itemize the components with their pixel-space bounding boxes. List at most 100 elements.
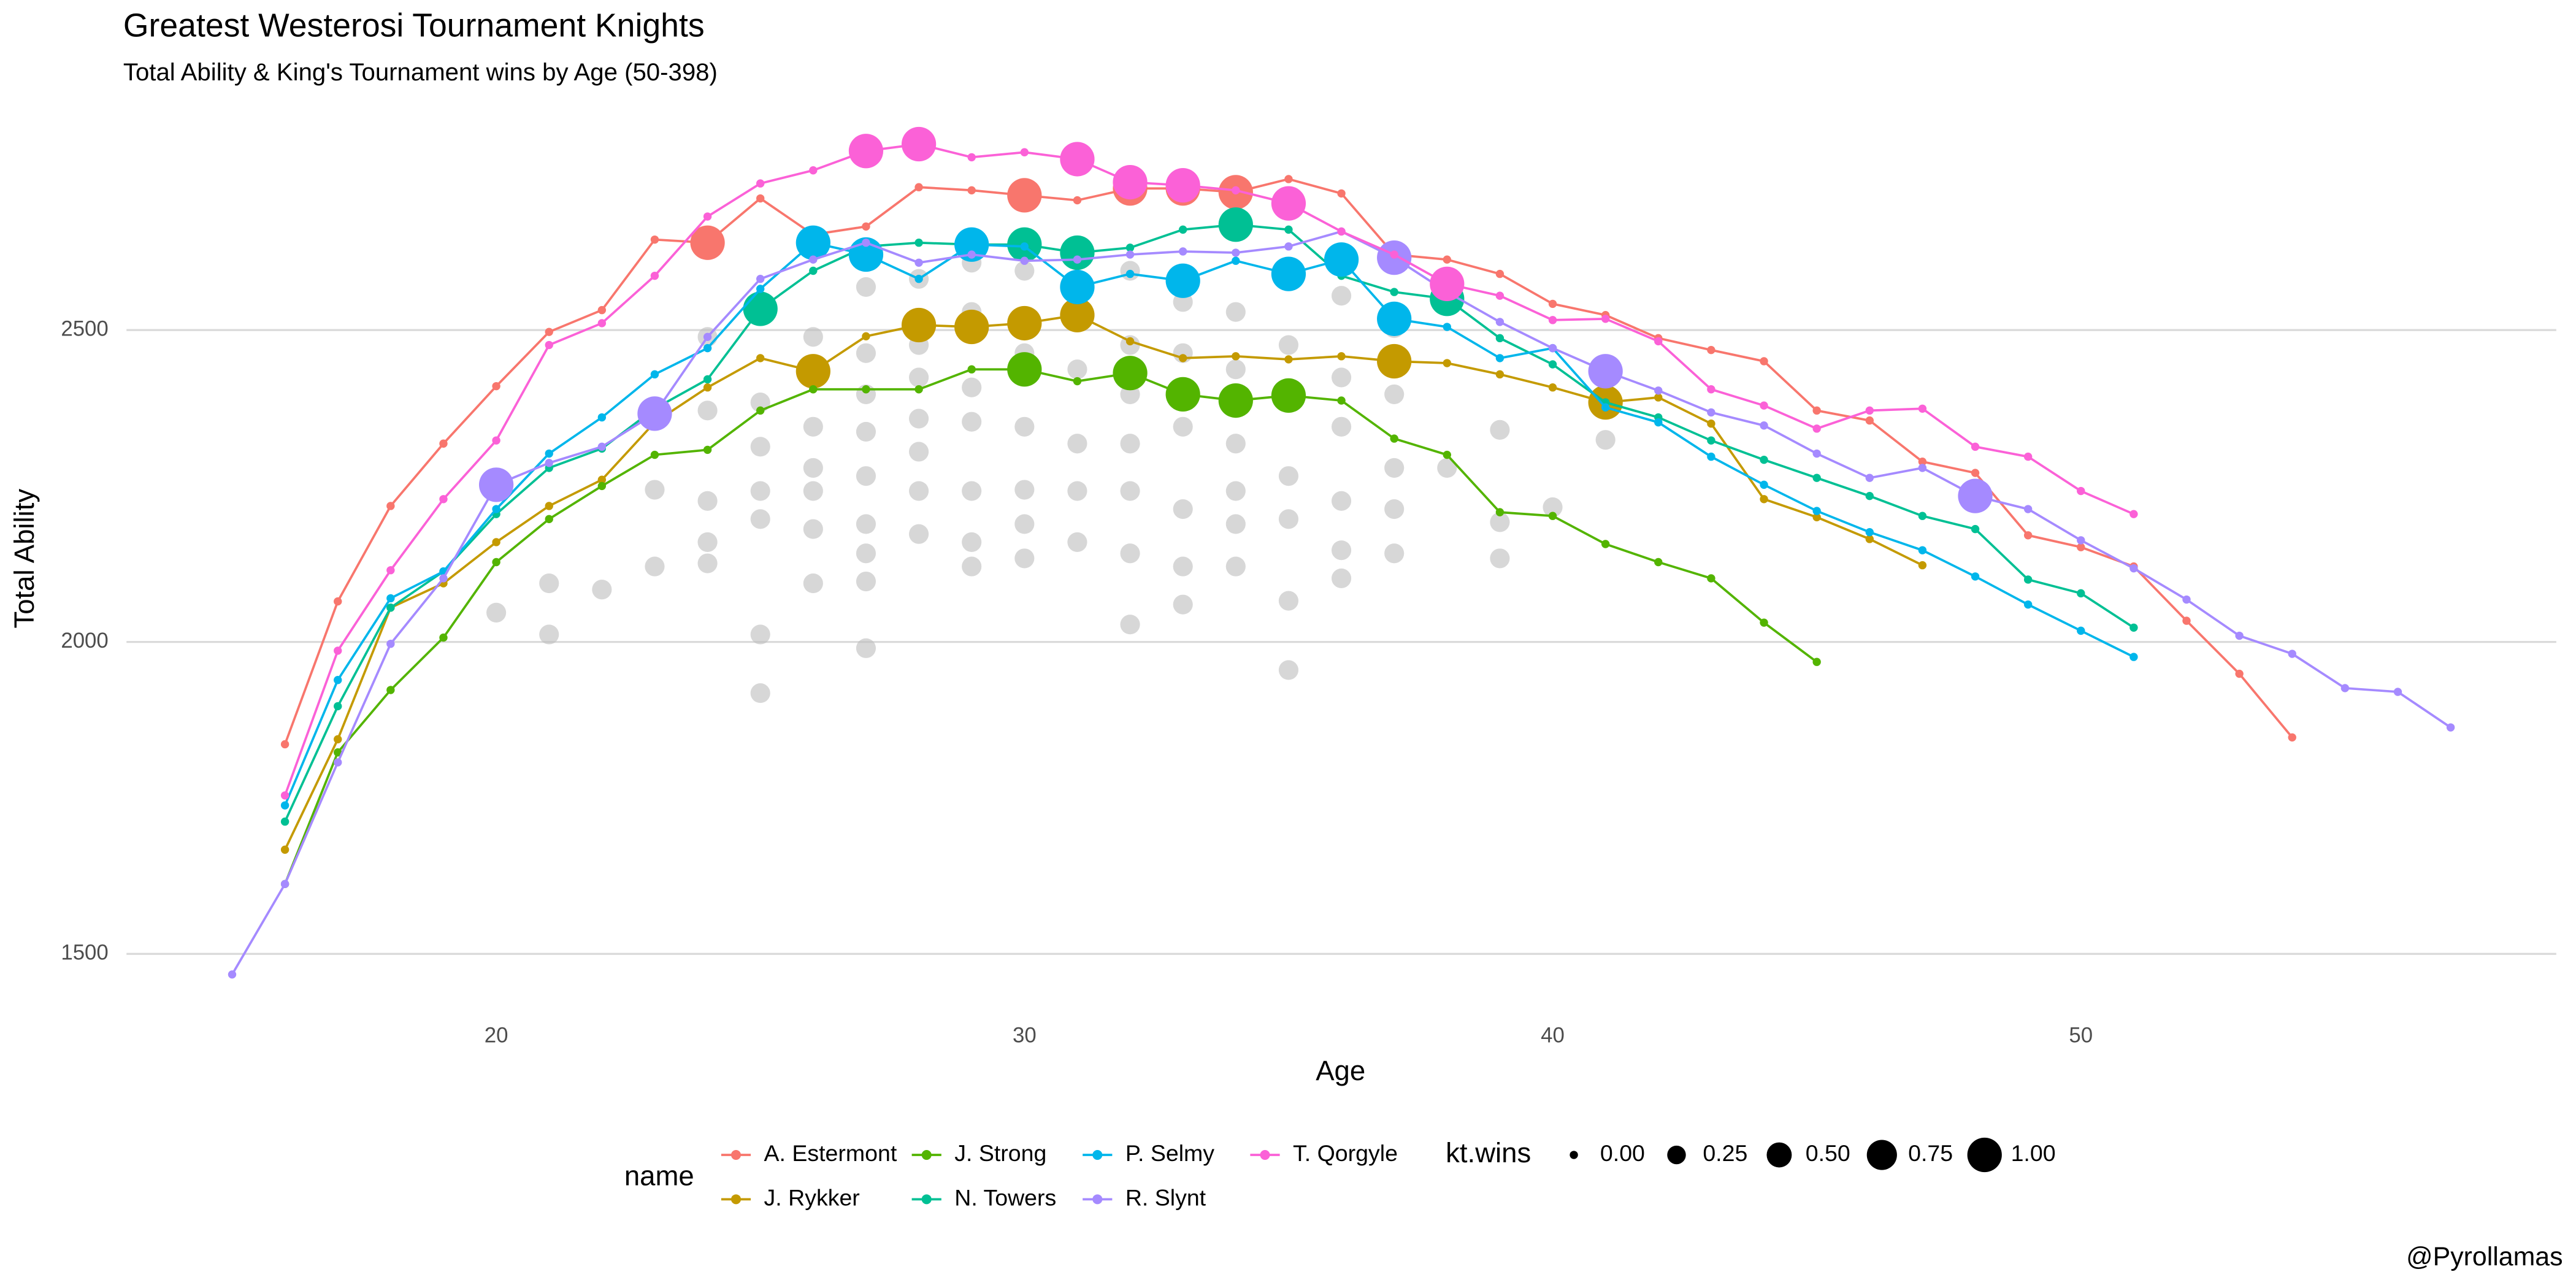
series-point <box>280 740 289 749</box>
series-point <box>1812 449 1821 458</box>
y-axis-label: Total Ability <box>9 489 40 629</box>
background-point <box>1490 548 1510 569</box>
series-point <box>1865 416 1874 425</box>
background-point <box>909 408 929 429</box>
series-point <box>1812 424 1821 433</box>
series-point <box>1812 513 1821 521</box>
series-point <box>1601 403 1610 412</box>
series-point <box>1654 393 1663 402</box>
background-point <box>803 573 823 594</box>
legend-label: J. Strong <box>954 1140 1046 1166</box>
series-point <box>650 370 659 379</box>
legend-title: name <box>624 1160 694 1192</box>
series-point <box>809 385 818 394</box>
background-point <box>1173 416 1193 437</box>
background-point <box>856 638 876 658</box>
series-point <box>756 354 765 362</box>
background-point <box>909 524 929 544</box>
series-point <box>334 748 342 757</box>
background-point <box>803 519 823 539</box>
background-point <box>1225 434 1246 454</box>
background-point <box>750 509 770 529</box>
series-point <box>2129 623 2138 632</box>
series-point <box>1443 323 1451 331</box>
series-point <box>439 439 448 448</box>
x-axis-label: Age <box>1316 1055 1365 1086</box>
series-line <box>283 313 1923 851</box>
series-point <box>1060 142 1095 177</box>
series-point <box>1125 250 1135 259</box>
series-point <box>334 702 342 711</box>
x-tick-label: 40 <box>1541 1023 1565 1047</box>
background-point <box>697 532 718 553</box>
x-tick-label: 20 <box>485 1023 508 1047</box>
background-point <box>1331 491 1352 511</box>
background-point <box>750 437 770 457</box>
series-point <box>386 566 395 575</box>
series-point <box>1971 572 1980 581</box>
series-point <box>914 239 923 247</box>
series-point <box>1707 574 1715 583</box>
series-point <box>756 275 765 283</box>
series-point <box>1284 355 1293 364</box>
background-point <box>1120 434 1140 454</box>
series-point <box>386 502 395 510</box>
series-point <box>2077 486 2085 496</box>
series-point <box>545 340 553 350</box>
series-point <box>1760 455 1768 464</box>
background-point <box>962 412 982 432</box>
series-point <box>1588 354 1623 389</box>
background-point <box>1225 514 1246 534</box>
size-legend-label: 0.25 <box>1703 1140 1747 1166</box>
series-point <box>1760 421 1768 430</box>
background-point <box>803 458 823 478</box>
series-point <box>1178 247 1187 256</box>
series-point <box>2023 600 2033 609</box>
background-point <box>1490 420 1510 440</box>
series-point <box>1971 524 1980 534</box>
background-point <box>1120 615 1140 635</box>
series-point <box>1178 225 1187 234</box>
series-point <box>1443 450 1451 459</box>
series-point <box>914 258 923 267</box>
series-point <box>1495 370 1505 379</box>
series-point <box>1707 420 1715 428</box>
legend-key-point <box>1260 1150 1270 1160</box>
legend-label: P. Selmy <box>1125 1140 1214 1166</box>
series-point <box>492 436 500 445</box>
series-point <box>901 126 937 162</box>
series-point <box>1495 508 1505 516</box>
size-legend-label: 0.50 <box>1806 1140 1850 1166</box>
size-legend-key <box>1570 1151 1578 1159</box>
series-point <box>1707 345 1715 355</box>
series-point <box>809 166 818 175</box>
series-point <box>1165 377 1200 412</box>
series-point <box>1284 225 1293 234</box>
background-point <box>1331 367 1352 388</box>
series-point <box>334 676 342 684</box>
series-point <box>1971 442 1980 451</box>
background-point <box>645 480 665 500</box>
background-point <box>803 481 823 501</box>
series-point <box>1601 540 1610 548</box>
series-point <box>901 307 937 343</box>
series-point <box>1073 255 1082 264</box>
series-point <box>1760 401 1768 410</box>
series-point <box>1020 242 1029 251</box>
series-point <box>1377 343 1412 379</box>
series-point <box>1271 256 1306 291</box>
background-point <box>909 442 929 462</box>
series-point <box>545 449 553 458</box>
series-point <box>1918 546 1927 554</box>
background-point <box>697 401 718 421</box>
series-point <box>756 179 765 188</box>
series-point <box>1271 186 1306 221</box>
y-tick-label: 1500 <box>61 940 108 964</box>
series-point <box>334 758 342 767</box>
background-point <box>1173 594 1193 615</box>
background-point <box>1225 556 1246 577</box>
background-point <box>856 466 876 486</box>
background-point <box>1331 286 1352 306</box>
background-point <box>1331 540 1352 561</box>
